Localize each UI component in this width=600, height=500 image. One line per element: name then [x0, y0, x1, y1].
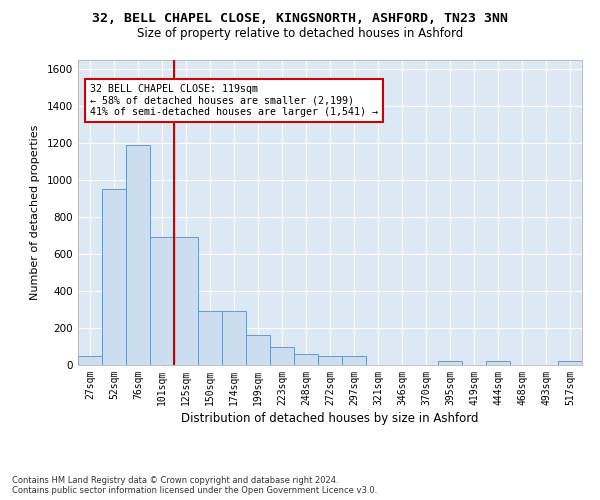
Bar [222, 312, 246, 365]
Bar [246, 336, 270, 365]
Y-axis label: Number of detached properties: Number of detached properties [30, 125, 40, 300]
Text: Contains HM Land Registry data © Crown copyright and database right 2024.
Contai: Contains HM Land Registry data © Crown c… [12, 476, 377, 495]
Text: Size of property relative to detached houses in Ashford: Size of property relative to detached ho… [137, 28, 463, 40]
Bar [198, 312, 222, 365]
Bar [294, 354, 318, 365]
Text: 32 BELL CHAPEL CLOSE: 119sqm
← 58% of detached houses are smaller (2,199)
41% of: 32 BELL CHAPEL CLOSE: 119sqm ← 58% of de… [90, 84, 378, 117]
Bar [438, 362, 462, 365]
Bar [270, 346, 294, 365]
X-axis label: Distribution of detached houses by size in Ashford: Distribution of detached houses by size … [181, 412, 479, 425]
Bar [342, 356, 366, 365]
Bar [318, 356, 342, 365]
Bar [78, 356, 102, 365]
Bar [174, 238, 198, 365]
Bar [150, 238, 174, 365]
Text: 32, BELL CHAPEL CLOSE, KINGSNORTH, ASHFORD, TN23 3NN: 32, BELL CHAPEL CLOSE, KINGSNORTH, ASHFO… [92, 12, 508, 26]
Bar [102, 190, 126, 365]
Bar [126, 145, 150, 365]
Bar [486, 362, 510, 365]
Bar [558, 362, 582, 365]
